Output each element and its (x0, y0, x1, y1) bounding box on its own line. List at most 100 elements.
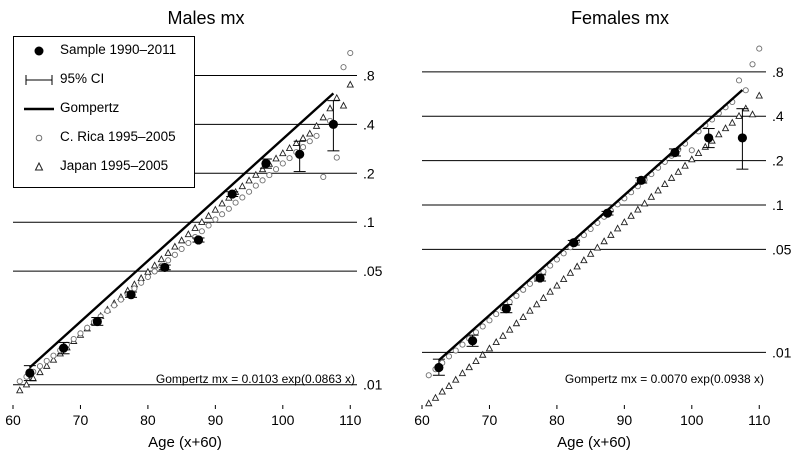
crica-point (171, 251, 178, 258)
japan-point (472, 356, 480, 364)
crica-point (131, 285, 138, 292)
japan-point (721, 124, 730, 132)
japan-point (505, 325, 514, 333)
sample-point (569, 238, 579, 248)
sample-point (467, 336, 478, 346)
japan-point (451, 375, 460, 383)
error-bar-icon (25, 75, 53, 85)
legend-label: Gompertz (60, 100, 120, 115)
japan-point (319, 113, 328, 121)
crica-point (547, 262, 554, 269)
sample-point (602, 208, 613, 218)
crica-point (756, 45, 763, 52)
crica-point (70, 335, 77, 343)
crica-point (138, 279, 145, 286)
japan-point (438, 387, 446, 395)
japan-point (191, 223, 199, 231)
legend-item-sample: Sample 1990–2011 (14, 41, 194, 61)
crica-point (104, 307, 111, 314)
crica-point (340, 64, 347, 71)
japan-point (532, 300, 541, 308)
japan-point (654, 186, 662, 194)
sample-point (737, 133, 747, 143)
y-tick-label: .8 (363, 67, 375, 83)
legend-item-crica: C. Rica 1995–2005 (14, 128, 194, 148)
japan-point (485, 344, 494, 352)
japan-point (667, 173, 676, 181)
y-tick-label: .4 (772, 108, 784, 124)
japan-point (620, 218, 629, 226)
chart-title: Males mx (167, 8, 244, 28)
crica-point (198, 228, 205, 235)
japan-point (292, 138, 301, 146)
y-tick-label: .1 (363, 214, 375, 230)
crica-point (526, 280, 533, 287)
crica-point (16, 378, 23, 385)
japan-point (164, 248, 172, 256)
japan-point (694, 148, 703, 156)
crica-point (219, 211, 226, 218)
japan-point (150, 261, 159, 269)
crica-point (273, 166, 280, 173)
japan-point (306, 129, 314, 137)
sample-point (704, 133, 714, 143)
crica-point (165, 257, 172, 264)
crica-point (36, 363, 44, 370)
japan-point (198, 217, 206, 225)
crica-point (493, 311, 500, 318)
crica-point (306, 138, 313, 145)
japan-point (661, 180, 669, 188)
crica-point (320, 173, 327, 180)
x-tick-label: 80 (140, 412, 156, 428)
crica-point (486, 317, 493, 324)
japan-point (177, 236, 186, 244)
x-axis-label: Age (x+60) (148, 434, 222, 451)
japan-point (204, 211, 213, 219)
crica-point (185, 239, 192, 247)
y-tick-label: .01 (772, 344, 792, 360)
x-tick-label: 100 (271, 412, 295, 428)
japan-point (688, 155, 696, 163)
gompertz-line (438, 89, 744, 362)
japan-point (600, 237, 608, 245)
crica-point (259, 177, 266, 184)
crica-point (239, 194, 246, 201)
x-tick-label: 60 (414, 412, 430, 428)
sample-point (261, 158, 271, 169)
japan-point (580, 256, 588, 264)
japan-point (36, 368, 44, 376)
japan-point (728, 118, 737, 126)
x-tick-label: 90 (617, 412, 633, 428)
line-icon (24, 107, 54, 111)
crica-point (452, 347, 459, 354)
crica-point (117, 296, 124, 303)
y-tick-label: .8 (772, 64, 784, 80)
crica-point (479, 323, 486, 330)
sample-point (92, 316, 102, 327)
y-tick-label: .1 (772, 197, 784, 213)
crica-point (553, 256, 560, 263)
japan-point (15, 386, 24, 394)
crica-point (445, 353, 453, 360)
sample-point (25, 368, 35, 378)
japan-point (333, 93, 341, 101)
japan-point (279, 149, 287, 157)
japan-point (465, 363, 473, 371)
crica-point (279, 160, 286, 167)
sample-point (295, 149, 305, 159)
legend-label: Sample 1990–2011 (60, 42, 177, 57)
y-tick-label: .05 (363, 263, 383, 279)
crica-point (299, 144, 307, 151)
japan-point (346, 80, 355, 88)
sample-point (160, 262, 170, 273)
legend-item-japan: Japan 1995–2005 (14, 157, 194, 177)
sample-point (193, 235, 204, 245)
sample-point (227, 189, 237, 199)
crica-point (111, 302, 118, 309)
crica-point (347, 49, 354, 57)
legend-label: 95% CI (60, 71, 105, 86)
legend-label: Japan 1995–2005 (60, 158, 169, 173)
crica-point (252, 182, 259, 189)
japan-point (22, 380, 31, 388)
crica-point (513, 292, 520, 299)
